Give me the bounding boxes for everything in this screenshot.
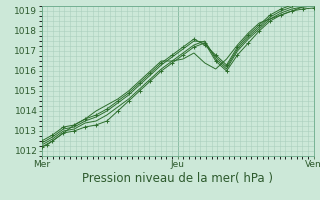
X-axis label: Pression niveau de la mer( hPa ): Pression niveau de la mer( hPa ) — [82, 172, 273, 185]
